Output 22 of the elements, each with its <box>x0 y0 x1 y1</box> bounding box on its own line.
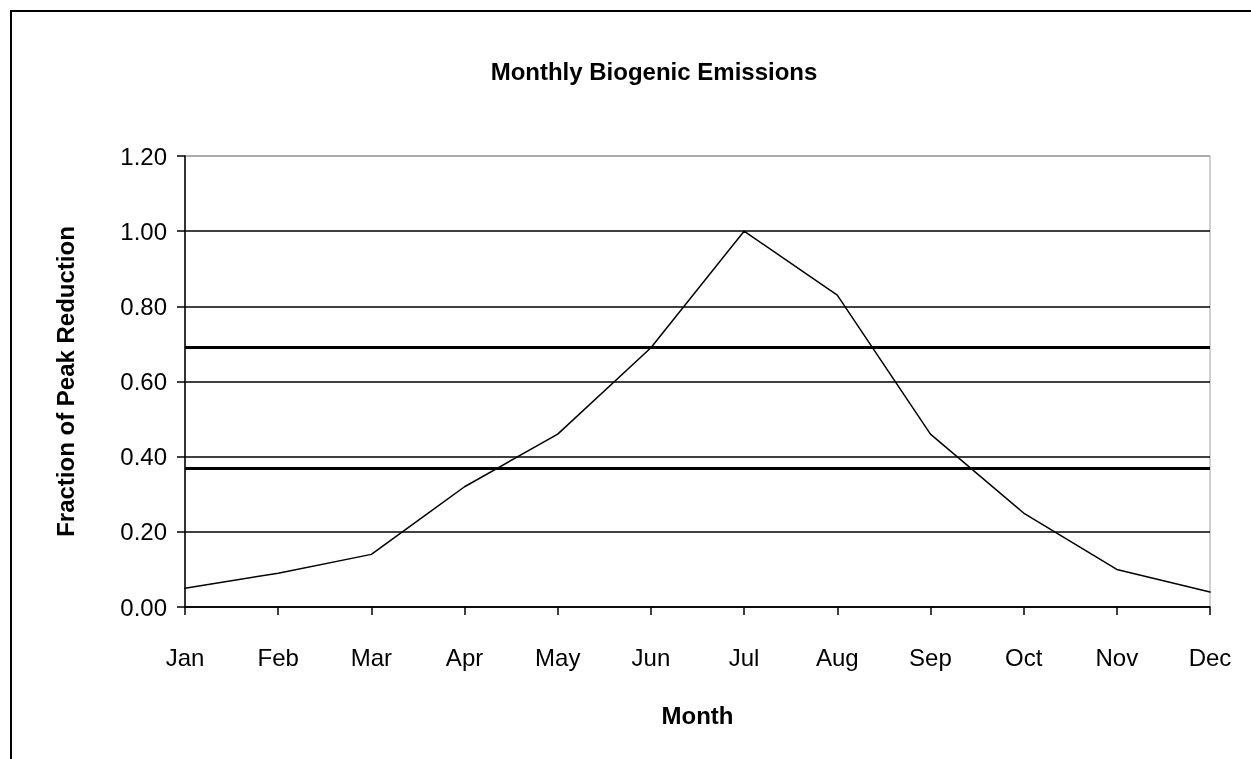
x-tick-label: Jun <box>631 643 671 671</box>
x-tick-label: Feb <box>257 643 299 671</box>
x-tick-label: May <box>535 643 581 671</box>
x-tick-label: Jan <box>165 643 205 671</box>
x-tick-label: Oct <box>1004 643 1043 671</box>
chart-title: Monthly Biogenic Emissions <box>490 57 818 85</box>
x-tick-label: Jul <box>728 643 760 671</box>
x-tick-label: Mar <box>350 643 393 671</box>
y-tick-label: 0.40 <box>120 443 167 471</box>
y-axis-title: Fraction of Peak Reduction <box>51 226 79 537</box>
y-tick-label: 0.60 <box>120 368 167 395</box>
x-tick-label: Apr <box>445 643 484 671</box>
x-tick-label: Nov <box>1095 643 1139 671</box>
x-tick-label: Sep <box>909 643 952 671</box>
x-tick-label: Dec <box>1188 643 1232 671</box>
y-tick-label: 0.20 <box>120 518 167 546</box>
x-axis-title: Month <box>661 701 734 729</box>
y-tick-label: 1.00 <box>120 217 167 245</box>
x-tick-label: Aug <box>815 643 859 671</box>
y-tick-label: 0.00 <box>120 593 167 621</box>
y-tick-label: 0.80 <box>120 292 167 320</box>
y-tick-label: 1.20 <box>120 142 167 170</box>
